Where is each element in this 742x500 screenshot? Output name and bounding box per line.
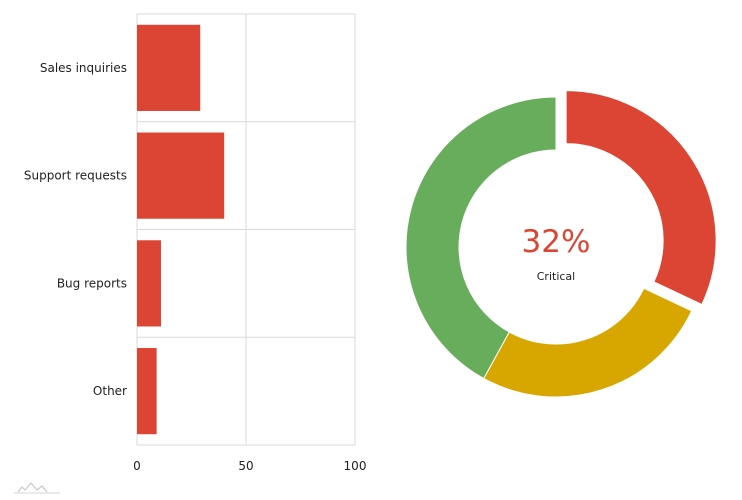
chart-logo-icon (14, 482, 60, 494)
bar[interactable] (137, 132, 225, 219)
x-tick-label: 0 (133, 459, 141, 473)
bar[interactable] (137, 24, 201, 111)
category-label: Bug reports (57, 276, 127, 290)
category-label: Other (93, 384, 127, 398)
center-label: Critical (537, 270, 575, 283)
category-label: Sales inquiries (40, 61, 127, 75)
x-tick-label: 100 (344, 459, 367, 473)
donut-chart: 32% Critical (405, 90, 717, 398)
bar[interactable] (137, 240, 161, 327)
center-value: 32% (522, 224, 591, 260)
x-tick-label: 50 (238, 459, 253, 473)
donut-slice[interactable] (565, 90, 717, 306)
donut-slice[interactable] (483, 287, 693, 398)
category-label: Support requests (24, 169, 127, 183)
bar-chart: 0 50 100 Sales inquiries Support requests Bug… (24, 13, 367, 473)
donut-slice[interactable] (405, 96, 557, 380)
bar[interactable] (137, 348, 157, 435)
